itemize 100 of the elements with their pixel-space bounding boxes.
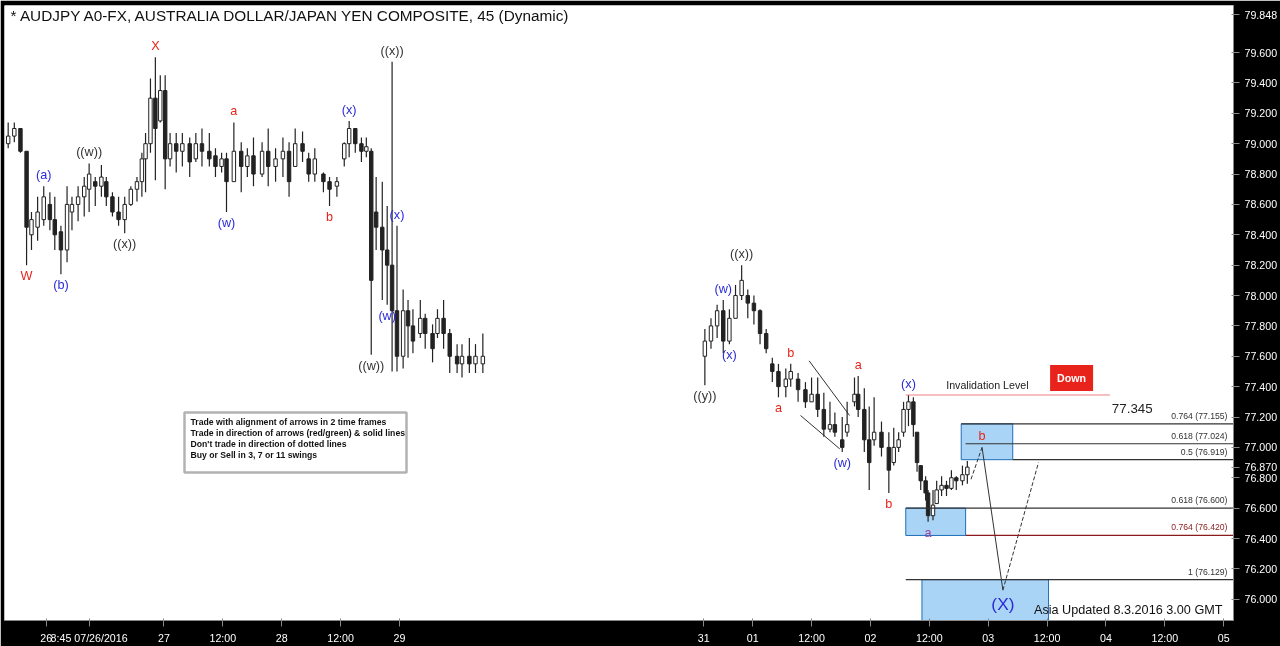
- candlestick: [405, 299, 411, 359]
- x-tick-label: 12:00: [209, 631, 237, 644]
- candlestick: [844, 401, 850, 438]
- candlestick: [259, 141, 265, 178]
- ref-line-label: 0.5 (76.919): [1180, 446, 1228, 457]
- annotation: ((w)): [358, 358, 385, 373]
- candlestick: [827, 401, 833, 433]
- x-tick-label: 12:00: [1151, 631, 1179, 644]
- annotation: b: [885, 496, 893, 511]
- annotation: (X): [991, 594, 1015, 615]
- x-tick-label: 02: [864, 631, 877, 644]
- annotation: ((w)): [76, 145, 103, 160]
- x-tick-label: 8:45 07/26/2016: [50, 631, 128, 644]
- annotation: W: [20, 269, 33, 284]
- y-tick-label: 79.000: [1244, 137, 1278, 150]
- x-tick-label: 26: [40, 631, 53, 644]
- candlestick: [75, 185, 81, 222]
- annotation: (w): [217, 216, 236, 231]
- ref-line-label: 0.618 (77.024): [1171, 430, 1228, 441]
- ref-line-label: 0.764 (77.155): [1171, 410, 1228, 421]
- annotation: (x): [722, 348, 737, 363]
- candlestick: [454, 343, 460, 374]
- candlestick: [128, 185, 134, 207]
- candlestick: [855, 375, 861, 418]
- y-tick-label: 77.600: [1244, 350, 1278, 363]
- y-tick-label: 79.848: [1244, 8, 1278, 21]
- annotation: (a): [36, 168, 52, 183]
- y-tick-label: 78.000: [1244, 289, 1278, 302]
- annotation: X: [151, 39, 161, 54]
- annotation: ((x)): [380, 43, 404, 58]
- annotation: (b): [53, 278, 69, 293]
- annotation: b: [978, 429, 986, 444]
- candlestick: [265, 127, 271, 187]
- annotation: 77.345: [1111, 401, 1153, 416]
- annotation: Down: [1057, 372, 1087, 384]
- candlestick: [757, 308, 763, 345]
- annotation: a: [774, 401, 783, 416]
- x-tick-label: 12:00: [1033, 631, 1061, 644]
- y-tick-label: 79.200: [1244, 107, 1278, 120]
- ref-line-label: Invalidation Level: [946, 379, 1029, 391]
- annotation: Buy or Sell in 3, 7 or 11 swings: [190, 449, 318, 460]
- candlestick: [763, 328, 769, 354]
- candlestick: [280, 137, 286, 178]
- y-tick-label: 76.600: [1244, 502, 1278, 515]
- candlestick: [702, 328, 708, 386]
- annotation: (x): [901, 377, 916, 391]
- x-tick-label: 01: [746, 631, 759, 644]
- y-tick-label: 76.870: [1244, 461, 1278, 474]
- annotation: b: [326, 209, 334, 224]
- y-tick-label: 77.400: [1244, 380, 1278, 393]
- annotation: Don't trade in direction of dotted lines: [190, 438, 347, 449]
- x-tick-label: 12:00: [327, 631, 354, 644]
- x-tick-label: 29: [393, 631, 406, 644]
- ref-line-label: 1 (76.129): [1188, 566, 1228, 577]
- x-tick-label: 12:00: [798, 631, 825, 644]
- y-tick-label: 79.400: [1244, 76, 1278, 89]
- y-tick-label: 78.400: [1244, 228, 1278, 241]
- candlestick: [292, 127, 298, 168]
- x-tick-label: 04: [1100, 631, 1112, 644]
- candlestick: [832, 411, 838, 438]
- candlestick: [86, 162, 92, 213]
- x-tick-label: 31: [697, 631, 710, 644]
- annotation: (w): [714, 282, 733, 297]
- candlestick: [708, 317, 714, 350]
- annotation: a: [854, 358, 863, 373]
- candlestick: [334, 176, 340, 198]
- candlestick: [783, 367, 789, 398]
- ref-line-label: 0.764 (76.420): [1171, 522, 1228, 533]
- x-tick-label: 28: [275, 631, 288, 644]
- annotation: Trade in direction of arrows (red/green) & solid lines: [190, 427, 406, 438]
- candlestick: [273, 147, 278, 183]
- candlestick: [879, 420, 884, 458]
- candlestick: [422, 313, 428, 350]
- candlestick: [58, 225, 64, 275]
- x-tick-label: 27: [158, 631, 170, 644]
- annotation: (w): [833, 455, 852, 470]
- annotation: ((x)): [730, 247, 754, 262]
- x-tick-label: 05: [1217, 631, 1230, 644]
- candlestick: [300, 130, 305, 163]
- annotation: ((y)): [693, 389, 717, 404]
- candlestick: [751, 294, 757, 325]
- y-tick-label: 76.800: [1244, 471, 1278, 484]
- candlestick: [459, 343, 465, 379]
- y-tick-label: 78.600: [1244, 198, 1278, 211]
- candlestick: [199, 127, 205, 168]
- x-tick-label: 12:00: [915, 631, 943, 644]
- y-tick-label: 78.200: [1244, 259, 1278, 272]
- candlestick: [410, 308, 416, 354]
- candlestick: [47, 191, 53, 231]
- candlestick: [480, 332, 486, 374]
- annotation: ((x)): [113, 237, 137, 252]
- candlestick: [714, 304, 720, 339]
- chart-title: * AUDJPY A0-FX, AUSTRALIA DOLLAR/JAPAN YEN COMPOSITE, 45 (Dynamic): [10, 6, 569, 24]
- y-tick-label: 77.800: [1244, 319, 1278, 332]
- y-tick-label: 76.400: [1244, 532, 1278, 545]
- annotation: a: [230, 104, 239, 119]
- ref-line-label: 0.618 (76.600): [1171, 495, 1228, 506]
- y-tick-label: 76.000: [1244, 593, 1278, 606]
- annotation: b: [787, 345, 795, 360]
- y-tick-label: 78.800: [1244, 168, 1278, 181]
